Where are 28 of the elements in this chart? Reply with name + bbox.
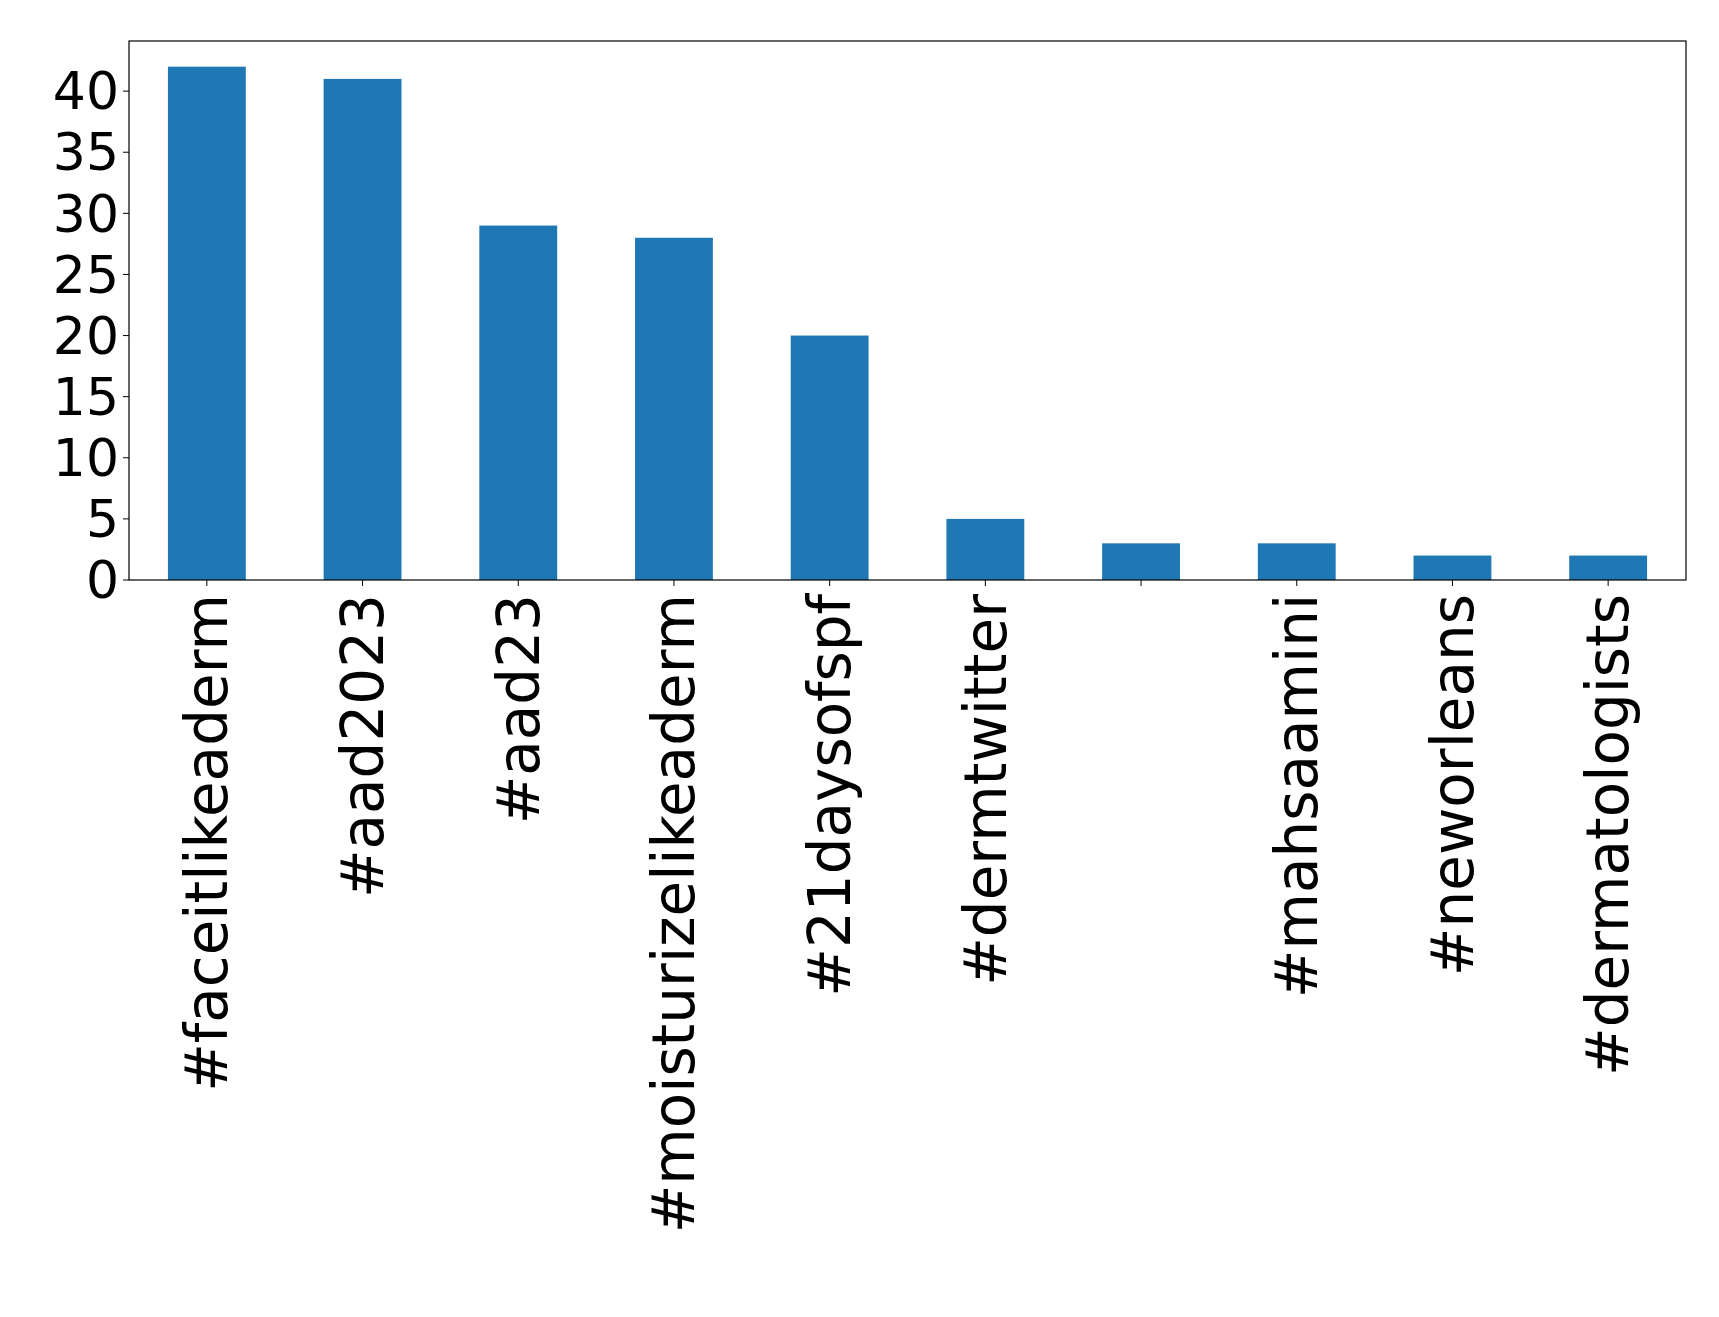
x-tick-label: #aad2023 — [328, 594, 397, 899]
x-tick-label: #aad23 — [484, 594, 553, 825]
bar — [1413, 555, 1492, 580]
bar — [1257, 543, 1336, 580]
y-tick-label: 30 — [52, 183, 119, 244]
bar — [323, 78, 402, 580]
y-tick-label: 5 — [85, 489, 119, 550]
bar — [790, 335, 869, 580]
y-tick-label: 40 — [52, 61, 119, 122]
y-tick-label: 0 — [85, 550, 119, 611]
y-tick-label: 10 — [52, 427, 119, 488]
x-tick-label: #neworleans — [1418, 594, 1487, 977]
bar — [635, 237, 713, 580]
x-tick-label: #faceitlikeaderm — [173, 594, 242, 1092]
bar — [1102, 543, 1180, 580]
x-tick-label: #mahsaamini — [1263, 594, 1332, 999]
bar — [167, 66, 246, 580]
x-tick-label: #moisturizelikeaderm — [640, 594, 709, 1234]
bar — [479, 225, 558, 580]
y-tick-label: 25 — [52, 244, 119, 305]
y-tick-label: 35 — [52, 122, 119, 183]
x-tick-label: #21daysofspf — [795, 592, 864, 997]
bar — [1569, 555, 1648, 580]
x-tick-label: #dermtwitter — [951, 593, 1020, 986]
y-tick-label: 15 — [52, 366, 119, 427]
x-tick-label: #dermatologists — [1574, 594, 1643, 1076]
bar — [946, 518, 1025, 580]
y-tick-label: 20 — [52, 305, 119, 366]
